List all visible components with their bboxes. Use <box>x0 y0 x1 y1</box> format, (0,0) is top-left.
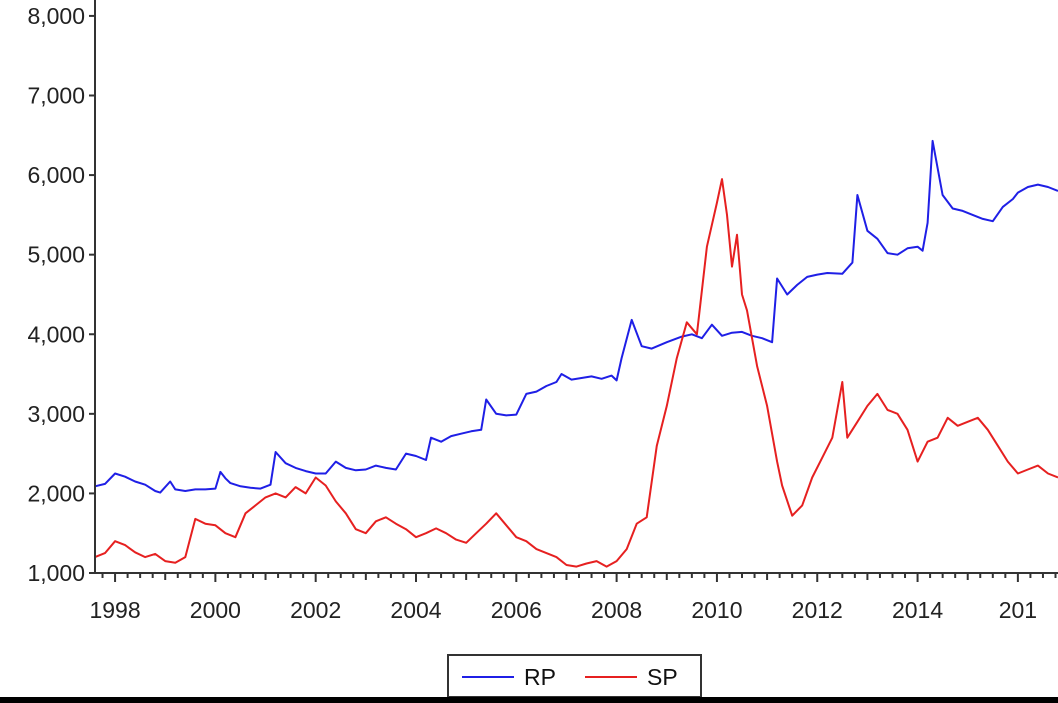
x-tick-label: 201 <box>999 597 1037 623</box>
y-tick-label: 7,000 <box>27 83 85 109</box>
series-layer <box>94 139 1058 568</box>
y-tick-label: 8,000 <box>27 3 85 29</box>
legend: RP SP <box>447 654 702 698</box>
x-tick-label: 2010 <box>691 597 742 623</box>
y-tick-label: 1,000 <box>27 560 85 586</box>
y-tick-label: 3,000 <box>27 401 85 427</box>
y-tick-label: 5,000 <box>27 242 85 268</box>
x-tick-label: 2014 <box>892 597 943 623</box>
x-tick-label: 2008 <box>591 597 642 623</box>
axes-layer: 1,000 2,000 3,000 4,000 5,000 6,000 7,000 8,000… <box>27 0 1058 623</box>
legend-label-sp: SP <box>647 664 678 690</box>
x-tick-label: 2000 <box>190 597 241 623</box>
bottom-black-band <box>0 697 1058 703</box>
x-tick-label: 2004 <box>390 597 441 623</box>
x-tick-label: 2002 <box>290 597 341 623</box>
legend-label-rp: RP <box>524 664 556 690</box>
x-tick-label: 2006 <box>491 597 542 623</box>
series-line-sp <box>94 178 1058 568</box>
y-tick-label: 2,000 <box>27 480 85 506</box>
y-tick-label: 6,000 <box>27 162 85 188</box>
series-line-rp <box>94 139 1058 494</box>
x-tick-label: 1998 <box>89 597 140 623</box>
x-tick-label: 2012 <box>792 597 843 623</box>
y-tick-label: 4,000 <box>27 321 85 347</box>
